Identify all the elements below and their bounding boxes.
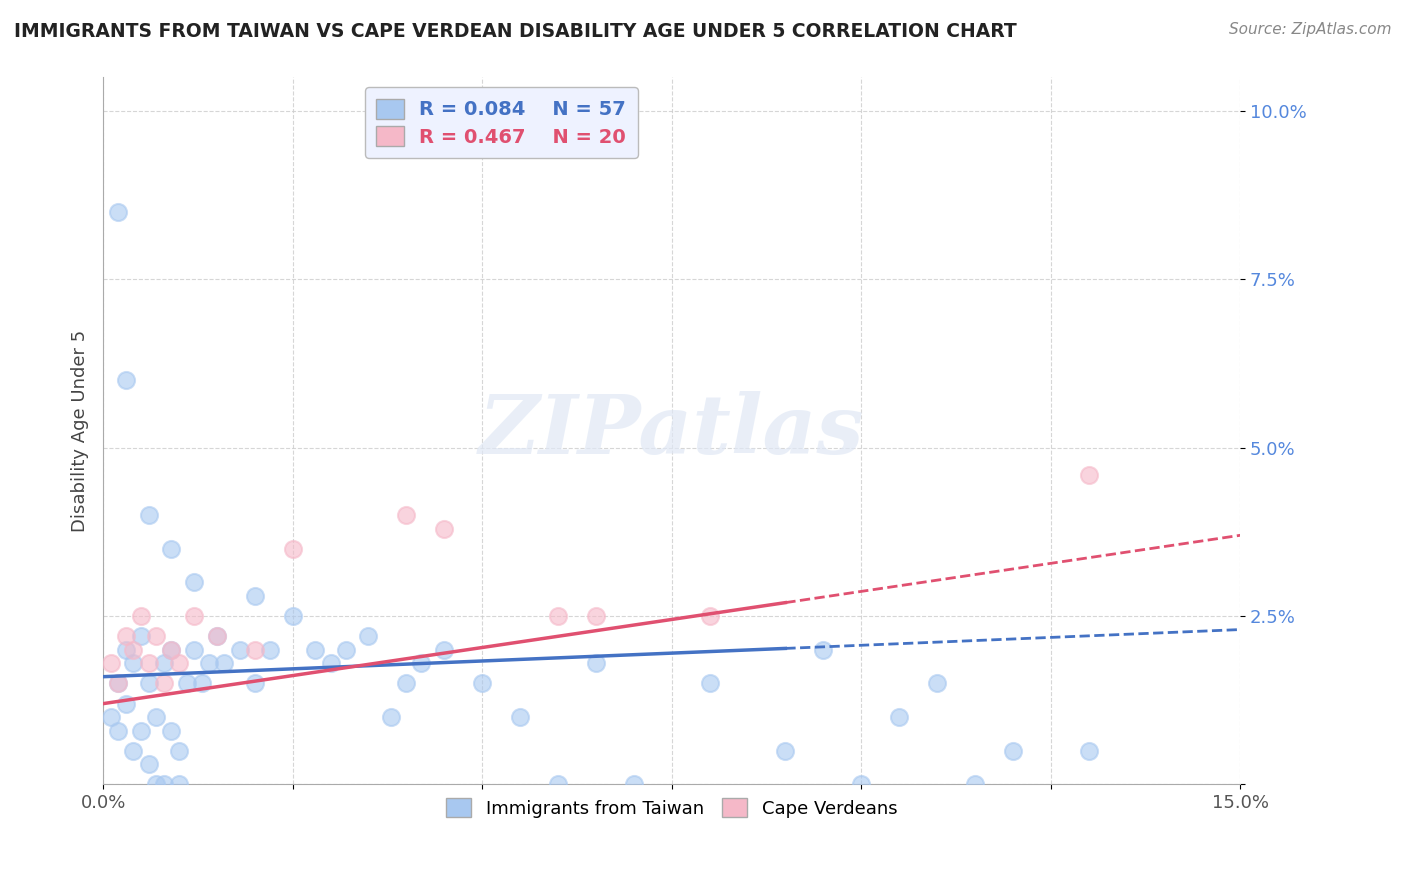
Point: [160, 541, 183, 556]
Point: [183, 575, 205, 590]
Legend: Immigrants from Taiwan, Cape Verdeans: Immigrants from Taiwan, Cape Verdeans: [439, 791, 904, 825]
Point: [433, 642, 456, 657]
Point: [138, 757, 160, 772]
Point: [115, 373, 138, 387]
Text: ZIPatlas: ZIPatlas: [479, 391, 865, 471]
Point: [304, 642, 326, 657]
Point: [259, 642, 281, 657]
Point: [335, 642, 357, 657]
Point: [138, 676, 160, 690]
Point: [547, 609, 569, 624]
Point: [138, 657, 160, 671]
Point: [547, 777, 569, 791]
Point: [1077, 744, 1099, 758]
Point: [623, 777, 645, 791]
Point: [138, 508, 160, 522]
Point: [433, 522, 456, 536]
Point: [160, 642, 183, 657]
Point: [319, 657, 342, 671]
Point: [107, 205, 129, 219]
Point: [887, 710, 910, 724]
Point: [925, 676, 948, 690]
Point: [145, 777, 167, 791]
Point: [699, 609, 721, 624]
Point: [699, 676, 721, 690]
Point: [152, 676, 174, 690]
Point: [176, 676, 198, 690]
Point: [509, 710, 531, 724]
Point: [122, 744, 145, 758]
Point: [107, 723, 129, 738]
Point: [190, 676, 212, 690]
Point: [107, 676, 129, 690]
Point: [585, 609, 607, 624]
Point: [122, 657, 145, 671]
Point: [160, 642, 183, 657]
Point: [198, 657, 221, 671]
Point: [167, 777, 190, 791]
Point: [129, 723, 152, 738]
Point: [243, 589, 266, 603]
Point: [849, 777, 872, 791]
Point: [228, 642, 250, 657]
Point: [281, 609, 304, 624]
Point: [145, 629, 167, 643]
Point: [167, 657, 190, 671]
Point: [115, 629, 138, 643]
Point: [183, 642, 205, 657]
Point: [357, 629, 380, 643]
Point: [152, 657, 174, 671]
Point: [243, 642, 266, 657]
Point: [129, 609, 152, 624]
Point: [1001, 744, 1024, 758]
Point: [380, 710, 402, 724]
Point: [1077, 467, 1099, 482]
Point: [145, 710, 167, 724]
Point: [471, 676, 494, 690]
Point: [183, 609, 205, 624]
Point: [100, 710, 122, 724]
Point: [160, 723, 183, 738]
Y-axis label: Disability Age Under 5: Disability Age Under 5: [72, 330, 89, 532]
Point: [775, 744, 797, 758]
Point: [167, 744, 190, 758]
Point: [281, 541, 304, 556]
Point: [115, 642, 138, 657]
Point: [152, 777, 174, 791]
Point: [395, 676, 418, 690]
Point: [129, 629, 152, 643]
Point: [963, 777, 986, 791]
Text: Source: ZipAtlas.com: Source: ZipAtlas.com: [1229, 22, 1392, 37]
Text: IMMIGRANTS FROM TAIWAN VS CAPE VERDEAN DISABILITY AGE UNDER 5 CORRELATION CHART: IMMIGRANTS FROM TAIWAN VS CAPE VERDEAN D…: [14, 22, 1017, 41]
Point: [205, 629, 228, 643]
Point: [115, 697, 138, 711]
Point: [243, 676, 266, 690]
Point: [122, 642, 145, 657]
Point: [395, 508, 418, 522]
Point: [100, 657, 122, 671]
Point: [205, 629, 228, 643]
Point: [411, 657, 433, 671]
Point: [107, 676, 129, 690]
Point: [813, 642, 835, 657]
Point: [214, 657, 236, 671]
Point: [585, 657, 607, 671]
